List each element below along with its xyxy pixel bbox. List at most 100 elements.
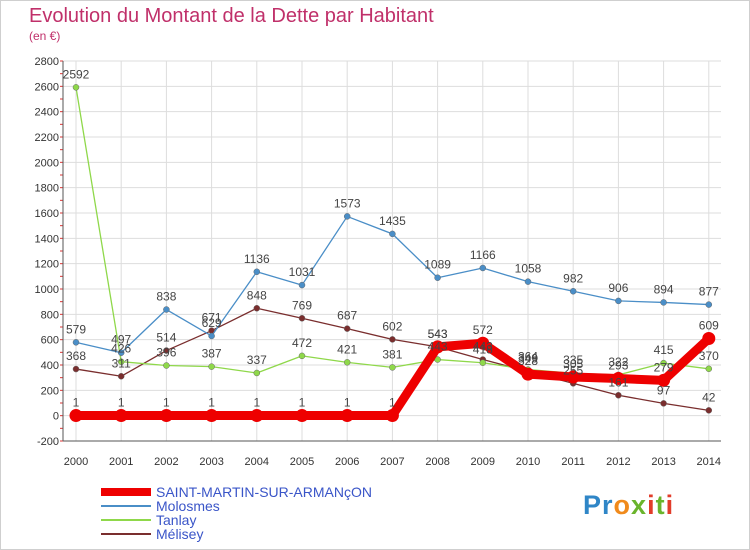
x-tick-label: 2000 [64,456,88,468]
data-point [385,409,399,423]
data-label: 97 [657,383,671,397]
data-label: 1 [253,396,260,410]
data-point [117,373,125,380]
data-point [521,367,535,381]
data-point [660,299,667,306]
data-label: 894 [654,282,674,296]
data-point [705,365,713,373]
legend-label: Tanlay [156,512,196,528]
data-label: 42 [702,390,716,404]
data-point [69,409,83,423]
legend-label: Molosmes [156,498,220,514]
data-point [705,407,713,414]
data-label: 1166 [470,248,496,262]
data-point [114,409,128,423]
data-label: 472 [292,336,312,350]
data-point [611,372,625,386]
x-tick-label: 2007 [380,456,404,468]
data-point [705,301,713,308]
y-tick-label: 2200 [35,132,59,144]
x-tick-label: 2004 [245,456,269,468]
data-label: 418 [473,343,493,357]
y-tick-label: 2600 [35,81,59,93]
data-point [569,288,577,295]
data-label: 349 [518,351,538,365]
y-tick-label: 600 [41,335,59,347]
data-label: 838 [156,290,176,304]
data-point [479,359,487,366]
data-point [615,392,622,399]
data-point [295,409,309,423]
data-label: 514 [156,331,176,345]
data-label: 609 [699,319,719,333]
data-point [389,364,396,371]
data-point [117,349,125,356]
data-point [343,359,351,366]
data-point [431,340,445,354]
y-tick-label: 1400 [35,233,59,245]
x-tick-label: 2008 [425,456,449,468]
x-tick-label: 2013 [651,456,675,468]
data-point [298,315,306,322]
data-label: 368 [66,349,86,363]
x-tick-label: 2002 [154,456,178,468]
data-label: 396 [156,346,176,360]
data-label: 364 [518,350,538,364]
data-label: 328 [518,354,538,368]
data-label: 1 [163,396,170,410]
data-label: 2592 [63,67,90,81]
y-tick-label: 400 [41,360,59,372]
data-label: 322 [608,355,628,369]
data-point [615,297,622,305]
data-point [524,278,532,285]
data-label: 305 [563,357,583,371]
x-tick-label: 2001 [109,456,133,468]
data-label: 443 [473,340,493,354]
data-point [163,306,170,313]
data-label: 443 [428,340,448,354]
data-label: 255 [563,363,583,377]
legend-label: SAINT-MARTIN-SUR-ARMANçON [156,484,372,500]
data-label: 1573 [334,196,361,210]
data-point [253,268,261,276]
data-point [298,352,306,360]
data-point [159,409,173,423]
y-tick-label: 1000 [35,284,59,296]
data-point [72,365,80,373]
data-point [208,363,215,370]
data-label: 279 [654,360,674,374]
data-label: 1 [208,396,215,410]
data-point [253,305,261,312]
x-tick-label: 2009 [471,456,495,468]
data-label: 335 [563,353,583,367]
data-label: 687 [337,309,357,323]
data-point [389,230,396,238]
x-tick-label: 2010 [516,456,540,468]
data-point [389,336,396,343]
chart-title: Evolution du Montant de la Dette par Hab… [29,5,434,27]
data-label: 293 [608,359,628,373]
x-tick-label: 2003 [199,456,223,468]
data-point [476,336,490,350]
data-label: 877 [699,285,719,299]
data-label: 1 [118,396,125,410]
y-tick-label: 2800 [35,56,59,68]
x-tick-label: 2011 [561,456,585,468]
data-label: 1136 [244,252,270,266]
data-label: 370 [699,349,719,363]
data-point [205,409,219,423]
data-label: 769 [292,298,312,312]
data-point [660,359,667,367]
data-point [253,369,261,377]
data-label: 1 [299,396,306,410]
data-point [117,358,125,365]
data-label: 1089 [424,258,451,272]
data-label: 543 [428,327,448,341]
x-tick-label: 2014 [697,456,721,468]
data-label: 497 [111,333,131,347]
data-label: 629 [202,316,222,330]
data-label: 1 [344,396,351,410]
x-tick-label: 2012 [606,456,630,468]
x-tick-label: 2005 [290,456,314,468]
